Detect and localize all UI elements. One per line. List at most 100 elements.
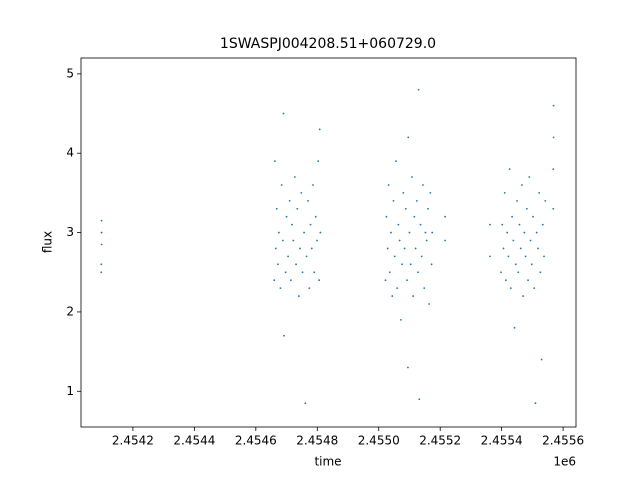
- data-point: [281, 239, 284, 242]
- data-point: [444, 239, 447, 242]
- x-tick-label: 2.4542: [112, 434, 154, 448]
- x-tick-label: 2.4556: [542, 434, 584, 448]
- data-point: [512, 239, 515, 242]
- data-point: [289, 279, 292, 282]
- data-point: [300, 192, 303, 194]
- y-axis-label: flux: [41, 231, 55, 253]
- data-point: [413, 215, 416, 218]
- data-point: [396, 287, 399, 290]
- data-point: [316, 239, 318, 242]
- data-point: [100, 219, 103, 222]
- data-point: [395, 160, 397, 163]
- data-point: [429, 192, 432, 194]
- y-tick-label: 5: [66, 66, 74, 80]
- data-point: [280, 184, 283, 186]
- data-point: [507, 255, 510, 258]
- x-tick-label: 2.4546: [235, 434, 277, 448]
- data-point: [523, 231, 526, 234]
- data-point: [419, 223, 422, 226]
- data-point: [399, 318, 402, 321]
- data-point: [420, 255, 423, 258]
- data-point: [412, 295, 415, 297]
- data-point: [386, 247, 389, 250]
- data-point: [401, 263, 403, 266]
- data-point: [304, 402, 307, 405]
- data-point: [319, 231, 322, 234]
- data-point: [392, 199, 395, 202]
- x-tick-label: 2.4544: [173, 434, 215, 448]
- data-point: [293, 176, 296, 178]
- data-point: [422, 184, 424, 186]
- data-point: [415, 199, 418, 202]
- data-point: [552, 104, 555, 107]
- data-point: [417, 271, 419, 274]
- data-point: [424, 231, 427, 234]
- data-point: [501, 223, 504, 226]
- data-point: [303, 231, 305, 234]
- data-point: [506, 231, 509, 234]
- data-point: [407, 366, 409, 369]
- y-tick-label: 3: [66, 225, 74, 239]
- data-point: [291, 223, 293, 226]
- data-point: [288, 199, 291, 202]
- data-point: [509, 287, 512, 290]
- data-point: [100, 231, 103, 234]
- data-point: [538, 192, 541, 194]
- data-point: [308, 287, 311, 290]
- data-point: [273, 279, 276, 282]
- data-point: [384, 279, 387, 282]
- data-point: [528, 176, 531, 178]
- data-point: [406, 279, 408, 282]
- data-point: [397, 223, 400, 226]
- data-point: [503, 192, 506, 194]
- x-axis-label: time: [314, 455, 341, 469]
- data-point: [393, 255, 396, 258]
- data-point: [527, 279, 529, 282]
- data-point: [511, 215, 513, 218]
- y-tick-label: 2: [66, 304, 74, 318]
- data-point: [533, 287, 536, 290]
- data-point: [305, 255, 308, 258]
- data-point: [525, 207, 528, 210]
- data-point: [521, 184, 523, 186]
- data-point: [544, 199, 547, 202]
- data-point: [296, 207, 299, 210]
- plot-frame: [80, 57, 577, 428]
- data-point: [532, 215, 534, 218]
- data-point: [277, 231, 280, 234]
- data-point: [543, 255, 545, 258]
- data-point: [404, 207, 407, 210]
- y-tick-label: 4: [66, 146, 74, 160]
- data-point: [513, 326, 516, 329]
- x-tick-label: 2.4548: [296, 434, 338, 448]
- data-point: [307, 199, 309, 202]
- data-point: [318, 279, 321, 282]
- data-point: [418, 398, 421, 401]
- data-point: [519, 247, 522, 250]
- data-point: [431, 231, 434, 234]
- data-point: [318, 128, 321, 131]
- data-point: [426, 207, 429, 210]
- x-offset-label: 1e6: [553, 455, 576, 469]
- data-point: [425, 239, 428, 242]
- data-point: [310, 247, 313, 250]
- data-point: [100, 271, 103, 274]
- data-point: [387, 184, 390, 186]
- data-point: [518, 223, 521, 226]
- chart-title: 1SWASPJ004208.51+060729.0: [220, 36, 436, 52]
- data-point: [524, 255, 527, 258]
- data-point: [500, 271, 502, 274]
- data-point: [516, 199, 518, 202]
- data-point: [403, 247, 406, 250]
- data-point: [292, 239, 295, 242]
- data-point: [100, 243, 103, 246]
- data-point: [275, 207, 278, 210]
- data-point: [502, 247, 505, 250]
- data-point: [287, 255, 289, 258]
- data-point: [522, 295, 525, 297]
- data-point: [417, 88, 420, 91]
- data-point: [428, 303, 431, 305]
- data-point: [535, 231, 538, 234]
- data-point: [552, 207, 555, 210]
